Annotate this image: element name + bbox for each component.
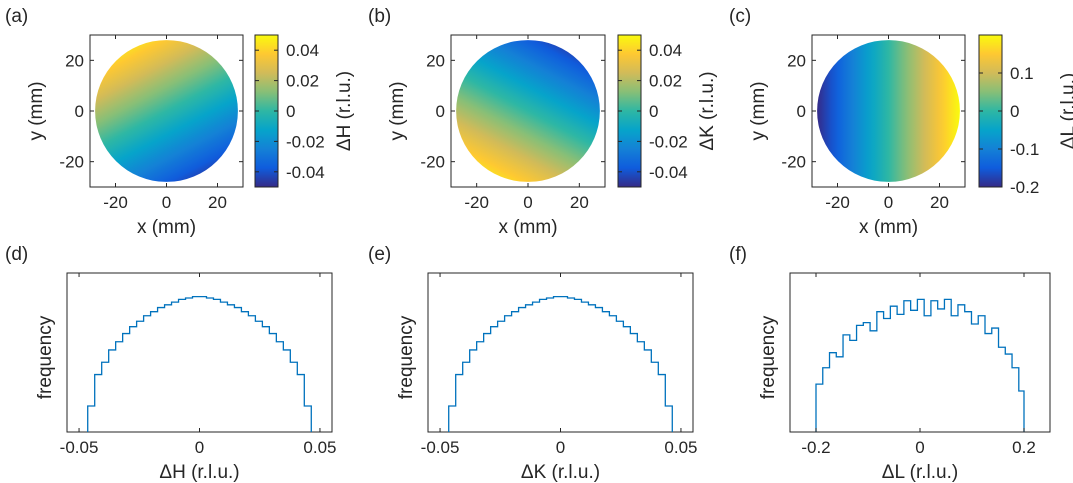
y-tick-label: -20 bbox=[420, 153, 445, 172]
panel-label-b: (b) bbox=[368, 6, 391, 27]
panel-label-d: (d) bbox=[5, 244, 28, 265]
heatmap-disk bbox=[817, 40, 960, 182]
plot-area bbox=[66, 272, 333, 433]
panel-label-a: (a) bbox=[5, 6, 28, 27]
x-tick-label: 0 bbox=[195, 438, 204, 457]
y-tick-label: 20 bbox=[787, 51, 806, 70]
x-tick-label: 20 bbox=[570, 193, 589, 212]
x-tick-label: -0.05 bbox=[421, 438, 460, 457]
panel-label-f: (f) bbox=[729, 244, 747, 265]
colorbar-label: ΔH (r.l.u.) bbox=[334, 71, 355, 151]
panel-b: (b) -20 0 20 20 0 -20 x (mm) y (mm) 0.04 0.02 0 -0.0… bbox=[368, 6, 718, 238]
y-axis-label: y (mm) bbox=[26, 81, 47, 140]
panel-a: (a) -20 0 20 20 0 -20 x (mm) y (mm) 0.04 0.02 0 -0.0… bbox=[5, 6, 355, 238]
panel-d: (d) -0.05 0 0.05 ΔH (r.l.u.) frequency bbox=[5, 244, 337, 483]
x-tick-label: 0 bbox=[884, 193, 893, 212]
y-tick-label: -20 bbox=[59, 153, 84, 172]
heatmap-disk bbox=[95, 40, 238, 182]
x-axis-label: x (mm) bbox=[498, 217, 557, 238]
y-axis-label: frequency bbox=[396, 315, 417, 399]
colorbar-tick-label: -0.02 bbox=[649, 132, 688, 151]
x-tick-label: 0.2 bbox=[1012, 438, 1036, 457]
y-tick-label: 20 bbox=[426, 51, 445, 70]
panel-e: (e) -0.05 0 0.05 ΔK (r.l.u.) frequency bbox=[368, 244, 698, 483]
colorbar-label: ΔL (r.l.u.) bbox=[1058, 73, 1073, 149]
panel-c: (c) -20 0 20 20 0 -20 x (mm) y (mm) 0.1 0 -0.1 -0.2 Δ… bbox=[729, 6, 1073, 238]
x-tick-label: 0.05 bbox=[664, 438, 697, 457]
histogram-outline bbox=[815, 298, 1025, 432]
colorbar-tick-label: 0 bbox=[1010, 102, 1019, 121]
colorbar-tick-label: -0.04 bbox=[649, 163, 688, 182]
x-tick-label: 0 bbox=[162, 193, 171, 212]
x-tick-label: -0.05 bbox=[60, 438, 99, 457]
x-tick-label: 0.05 bbox=[303, 438, 336, 457]
histogram-outline bbox=[448, 295, 673, 432]
y-tick-label: 20 bbox=[65, 51, 84, 70]
x-axis-label: ΔL (r.l.u.) bbox=[882, 462, 958, 483]
y-axis-label: frequency bbox=[758, 315, 779, 399]
colorbar-tick-label: -0.1 bbox=[1010, 140, 1039, 159]
colorbar-tick-label: 0.1 bbox=[1010, 64, 1034, 83]
x-tick-label: 0 bbox=[915, 438, 924, 457]
colorbar-tick-label: 0.04 bbox=[286, 41, 319, 60]
x-tick-label: -20 bbox=[103, 193, 128, 212]
colorbar-tick-label: -0.2 bbox=[1010, 178, 1039, 197]
x-tick-label: -20 bbox=[825, 193, 850, 212]
x-tick-label: 20 bbox=[208, 193, 227, 212]
plot-area bbox=[427, 272, 694, 433]
y-axis-label: y (mm) bbox=[387, 81, 408, 140]
y-tick-label: -20 bbox=[781, 153, 806, 172]
colorbar-tick-label: -0.02 bbox=[286, 132, 325, 151]
x-tick-label: -0.2 bbox=[801, 438, 830, 457]
y-axis-label: y (mm) bbox=[748, 81, 769, 140]
histogram-outline bbox=[87, 295, 312, 432]
colorbar-tick-label: -0.04 bbox=[286, 163, 325, 182]
x-axis-label: x (mm) bbox=[137, 217, 196, 238]
colorbar-tick-label: 0.04 bbox=[649, 41, 682, 60]
heatmap-disk bbox=[456, 40, 600, 182]
colorbar-tick-label: 0.02 bbox=[286, 72, 319, 91]
panel-label-c: (c) bbox=[729, 6, 751, 27]
x-tick-label: 0 bbox=[523, 193, 532, 212]
y-axis-label: frequency bbox=[35, 315, 56, 399]
colorbar-tick-label: 0 bbox=[649, 102, 658, 121]
y-tick-label: 0 bbox=[436, 102, 445, 121]
y-tick-label: 0 bbox=[75, 102, 84, 121]
x-axis-label: ΔK (r.l.u.) bbox=[521, 462, 600, 483]
colorbar-tick-label: 0.02 bbox=[649, 72, 682, 91]
x-tick-label: 20 bbox=[930, 193, 949, 212]
x-tick-label: 0 bbox=[556, 438, 565, 457]
x-tick-label: -20 bbox=[464, 193, 489, 212]
x-axis-label: ΔH (r.l.u.) bbox=[159, 462, 239, 483]
colorbar-tick-label: 0 bbox=[286, 102, 295, 121]
colorbar-label: ΔK (r.l.u.) bbox=[697, 71, 718, 150]
y-tick-label: 0 bbox=[797, 102, 806, 121]
panel-label-e: (e) bbox=[368, 244, 391, 265]
x-axis-label: x (mm) bbox=[859, 217, 918, 238]
panel-f: (f) -0.2 0 0.2 ΔL (r.l.u.) frequency bbox=[729, 244, 1051, 483]
